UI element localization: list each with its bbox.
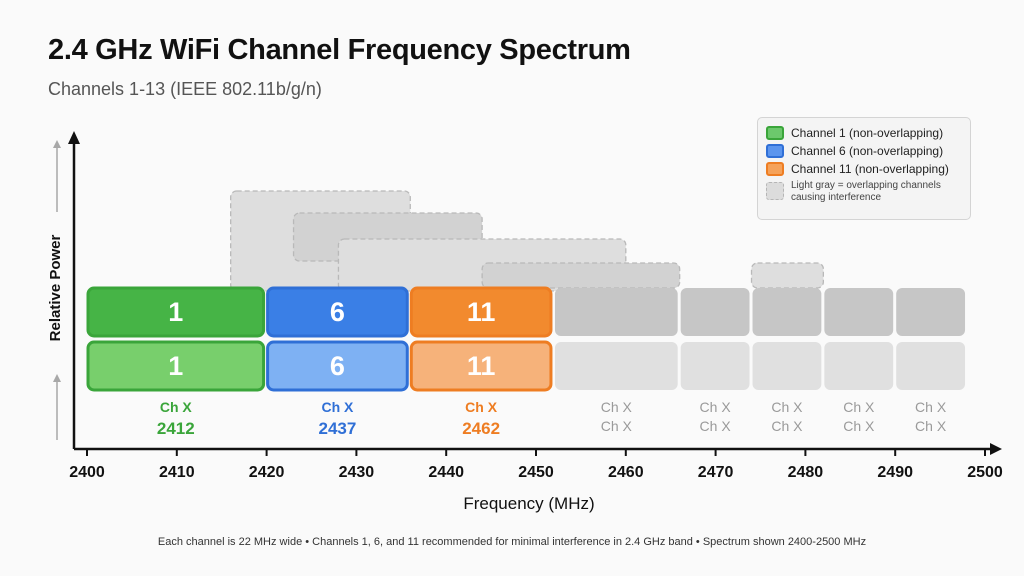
legend-swatch-channel-6	[766, 144, 784, 158]
gray-channel-bar-light	[554, 342, 678, 390]
x-tick-label: 2430	[339, 464, 375, 481]
gray-columns-layer	[554, 288, 966, 390]
y-axis-arrow-icon	[68, 131, 80, 144]
gray-channel-bar-light	[896, 342, 966, 390]
channel-bar-light-6	[266, 340, 409, 392]
legend-swatch-overlap	[766, 182, 784, 200]
gray-channel-label: Ch X	[771, 399, 803, 415]
gray-channel-bar	[554, 288, 678, 336]
gray-channel-bar	[752, 288, 822, 336]
x-tick-label: 2490	[877, 464, 913, 481]
x-tick-label: 2500	[967, 464, 1003, 481]
channel-label: Ch X	[465, 399, 498, 415]
gray-channel-bar	[680, 288, 750, 336]
x-axis-arrow-icon	[990, 443, 1002, 455]
y-hint-arrowhead-icon	[53, 374, 61, 382]
channel-center-frequency: 2412	[157, 419, 195, 438]
gray-channel-sublabel: Ch X	[771, 418, 803, 434]
x-axis-label: Frequency (MHz)	[463, 494, 594, 513]
y-hint-arrowhead-icon	[53, 140, 61, 148]
gray-channel-label: Ch X	[915, 399, 947, 415]
legend-item-channel-1: Channel 1 (non-overlapping)	[766, 126, 962, 140]
gray-channel-sublabel: Ch X	[843, 418, 875, 434]
x-tick-label: 2470	[698, 464, 734, 481]
channel-bar-11	[409, 286, 553, 338]
footnote: Each channel is 22 MHz wide • Channels 1…	[157, 536, 867, 548]
legend-item-channel-11: Channel 11 (non-overlapping)	[766, 162, 962, 176]
channel-number-label: 11	[467, 297, 496, 327]
legend-item-channel-6: Channel 6 (non-overlapping)	[766, 144, 962, 158]
legend-label: Channel 6 (non-overlapping)	[791, 144, 944, 158]
gray-channel-bar	[824, 288, 894, 336]
channel-label: Ch X	[321, 399, 354, 415]
gray-channel-label: Ch X	[700, 399, 732, 415]
gray-channel-label: Ch X	[601, 399, 633, 415]
legend-label: Channel 11 (non-overlapping)	[791, 162, 949, 176]
channel-bar-light-1	[86, 340, 266, 392]
channel-number-label: 1	[168, 297, 183, 327]
x-tick-label: 2420	[249, 464, 285, 481]
gray-channel-sublabel: Ch X	[915, 418, 947, 434]
channel-bar-6	[266, 286, 409, 338]
gray-channel-bar-light	[824, 342, 894, 390]
overlap-block	[481, 262, 681, 289]
overlap-block	[750, 262, 825, 289]
channel-center-frequency: 2462	[462, 419, 500, 438]
channel-bar-1	[86, 286, 266, 338]
gray-channel-sublabel: Ch X	[601, 418, 633, 434]
legend-swatch-channel-11	[766, 162, 784, 176]
legend-label: Light gray = overlapping channels causin…	[791, 180, 941, 203]
gray-channel-bar-light	[752, 342, 822, 390]
gray-channel-label: Ch X	[843, 399, 875, 415]
x-tick-label: 2460	[608, 464, 644, 481]
legend-label: Channel 1 (non-overlapping)	[791, 126, 944, 140]
x-tick-label: 2480	[788, 464, 824, 481]
channel-bar-light-11	[409, 340, 553, 392]
x-tick-label: 2440	[428, 464, 464, 481]
channel-center-frequency: 2437	[319, 419, 357, 438]
channel-number-label: 11	[467, 351, 496, 381]
axes-layer: 2400 2410 2420 2430 2440 2450 2460 2470 2480 2490…	[47, 131, 1003, 513]
channel-label-layer: Ch X Ch X Ch X Ch X Ch X Ch X Ch X Ch X Ch X Ch X…	[157, 399, 947, 438]
channel-number-label: 6	[330, 351, 345, 381]
x-tick-label: 2410	[159, 464, 195, 481]
x-tick-label: 2400	[69, 464, 105, 481]
gray-channel-bar	[896, 288, 966, 336]
x-tick-label: 2450	[518, 464, 554, 481]
chart-title: 2.4 GHz WiFi Channel Frequency Spectrum	[48, 34, 631, 66]
channel-number-label: 6	[330, 297, 345, 327]
gray-channel-sublabel: Ch X	[700, 418, 732, 434]
channel-label: Ch X	[160, 399, 193, 415]
chart-subtitle: Channels 1-13 (IEEE 802.11b/g/n)	[48, 79, 322, 99]
overlap-layer	[230, 190, 825, 292]
legend-item-overlap: Light gray = overlapping channels causin…	[766, 180, 962, 204]
channel-number-label: 1	[168, 351, 183, 381]
legend: Channel 1 (non-overlapping) Channel 6 (n…	[757, 117, 971, 220]
legend-swatch-channel-1	[766, 126, 784, 140]
y-axis-label: Relative Power	[47, 234, 64, 341]
gray-channel-bar-light	[680, 342, 750, 390]
